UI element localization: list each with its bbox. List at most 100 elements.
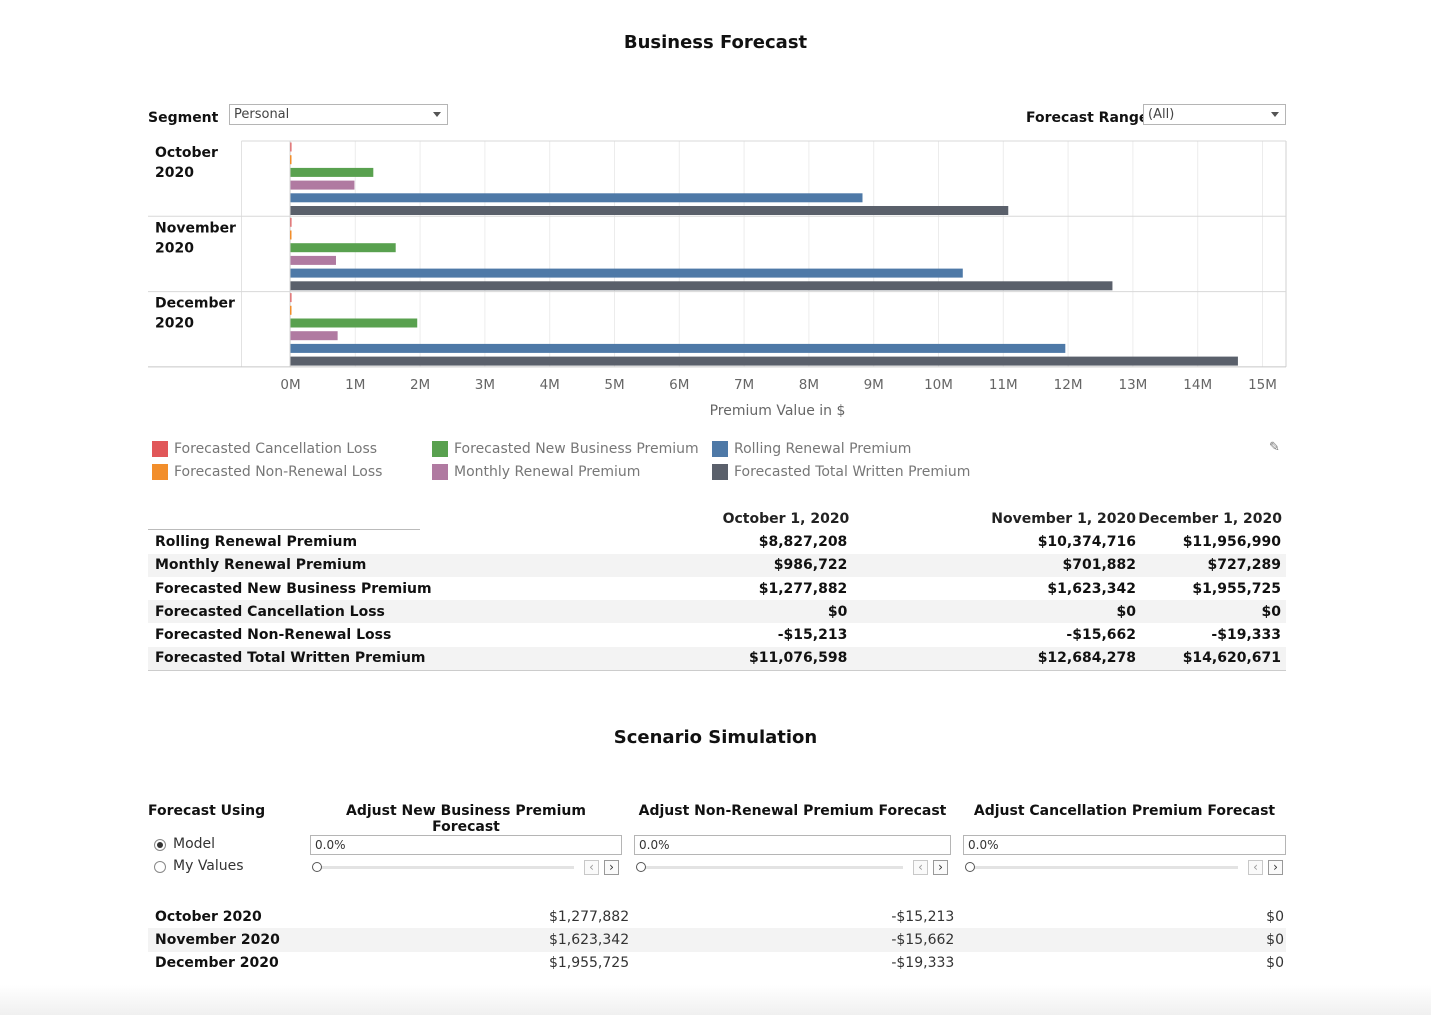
slider-handle[interactable] — [312, 862, 322, 872]
x-tick-label: 5M — [604, 377, 624, 393]
table-cell: -$15,213 — [891, 908, 955, 925]
table-cell: $1,277,882 — [758, 580, 848, 597]
adjust-non-renewal-slider[interactable] — [640, 866, 903, 869]
adjust-new-business-input[interactable]: 0.0% — [310, 835, 622, 855]
adjust-cancellation-slider[interactable] — [969, 866, 1238, 869]
table-row: Forecasted Total Written Premium $11,076,… — [148, 646, 1286, 671]
chevron-left-icon[interactable]: ‹ — [584, 860, 599, 875]
table-cell: $1,277,882 — [548, 908, 630, 925]
page-bottom-fade — [0, 985, 1431, 1015]
bar — [290, 268, 963, 278]
chevron-down-icon — [433, 112, 441, 117]
bar — [290, 167, 374, 177]
bar — [290, 293, 292, 303]
x-tick-label: 0M — [280, 377, 300, 393]
table-cell: -$15,213 — [777, 627, 848, 644]
chevron-down-icon — [1271, 112, 1279, 117]
table-cell: $14,620,671 — [1182, 650, 1281, 667]
adjust-cancellation-input[interactable]: 0.0% — [963, 835, 1286, 855]
table-row: Forecasted New Business Premium $1,277,88… — [148, 577, 1286, 600]
chevron-left-icon[interactable]: ‹ — [1248, 860, 1263, 875]
segment-dropdown[interactable]: Personal — [229, 104, 448, 125]
forecast-range-value: (All) — [1148, 107, 1175, 122]
x-tick-label: 13M — [1118, 377, 1147, 393]
summary-header-row: October 1, 2020 November 1, 2020 Decembe… — [148, 507, 1286, 530]
x-tick-label: 4M — [540, 377, 560, 393]
table-cell: $0 — [1266, 908, 1284, 925]
bar — [290, 343, 1066, 353]
pencil-icon[interactable]: ✎ — [1269, 440, 1280, 455]
forecast-range-dropdown[interactable]: (All) — [1143, 104, 1286, 125]
x-tick-label: 10M — [924, 377, 953, 393]
legend-swatch — [712, 464, 728, 480]
category-label: 2020 — [155, 240, 194, 256]
x-tick-label: 12M — [1054, 377, 1083, 393]
x-tick-label: 3M — [475, 377, 495, 393]
category-label: October — [155, 145, 218, 161]
row-label: December 2020 — [155, 955, 279, 972]
table-cell: $727,289 — [1207, 557, 1281, 574]
slider-handle[interactable] — [965, 862, 975, 872]
row-label: Rolling Renewal Premium — [155, 533, 358, 550]
forecast-using-label: Forecast Using — [148, 803, 266, 819]
table-cell: $8,827,208 — [758, 533, 848, 550]
chevron-right-icon[interactable]: › — [604, 860, 619, 875]
x-tick-label: 8M — [799, 377, 819, 393]
legend-swatch — [432, 464, 448, 480]
table-cell: $0 — [1266, 931, 1284, 948]
bar — [290, 217, 292, 227]
slider-handle[interactable] — [636, 862, 646, 872]
chevron-right-icon[interactable]: › — [933, 860, 948, 875]
radio-model-label[interactable]: Model — [173, 836, 216, 852]
bar — [290, 142, 292, 152]
legend-swatch — [152, 464, 168, 480]
x-tick-label: 2M — [410, 377, 430, 393]
radio-model[interactable] — [154, 839, 166, 851]
legend-label: Monthly Renewal Premium — [454, 464, 641, 480]
row-label: Forecasted Non-Renewal Loss — [155, 627, 392, 644]
segment-value: Personal — [234, 107, 290, 122]
bar — [290, 243, 396, 253]
x-axis-title: Premium Value in $ — [710, 403, 846, 419]
table-cell: $1,955,725 — [548, 955, 630, 972]
table-cell: $11,076,598 — [749, 650, 848, 667]
x-tick-label: 7M — [734, 377, 754, 393]
summary-table: October 1, 2020 November 1, 2020 Decembe… — [148, 507, 1286, 671]
table-cell: -$19,333 — [891, 955, 955, 972]
adjust-non-renewal-input[interactable]: 0.0% — [634, 835, 951, 855]
legend-label: Forecasted Non-Renewal Loss — [174, 464, 383, 480]
bar — [290, 281, 1113, 291]
column-header: December 1, 2020 — [1138, 510, 1282, 527]
table-row: Monthly Renewal Premium $986,722 $701,882 $… — [148, 553, 1286, 577]
bar — [290, 318, 418, 328]
column-header: November 1, 2020 — [991, 510, 1136, 527]
table-row: November 2020 $1,623,342 -$15,662 $0 — [148, 928, 1286, 952]
table-cell: -$15,662 — [1066, 627, 1136, 644]
table-cell: $701,882 — [1062, 557, 1136, 574]
table-cell: $1,623,342 — [1047, 580, 1136, 597]
row-label: Forecasted Total Written Premium — [155, 650, 426, 667]
chevron-left-icon[interactable]: ‹ — [913, 860, 928, 875]
x-tick-label: 9M — [864, 377, 884, 393]
table-row: Forecasted Non-Renewal Loss -$15,213 -$15,… — [148, 623, 1286, 646]
forecast-range-label: Forecast Range — [1026, 110, 1149, 126]
row-label: October 2020 — [155, 908, 262, 925]
radio-my-values[interactable] — [154, 861, 166, 873]
category-label: December — [155, 296, 235, 312]
bar — [290, 230, 292, 240]
table-cell: $1,623,342 — [548, 931, 630, 948]
x-tick-label: 14M — [1183, 377, 1212, 393]
adjust-new-business-slider[interactable] — [316, 866, 574, 869]
category-label: 2020 — [155, 165, 194, 181]
chevron-right-icon[interactable]: › — [1268, 860, 1283, 875]
bar — [290, 180, 355, 190]
radio-my-values-label[interactable]: My Values — [173, 858, 244, 874]
table-cell: -$15,662 — [891, 931, 955, 948]
row-label: Monthly Renewal Premium — [155, 557, 367, 574]
table-cell: $11,956,990 — [1182, 533, 1281, 550]
row-label: Forecasted New Business Premium — [155, 580, 432, 597]
table-cell: $1,955,725 — [1192, 580, 1281, 597]
bar — [290, 331, 338, 341]
legend-swatch — [712, 441, 728, 457]
table-cell: $0 — [827, 603, 848, 620]
